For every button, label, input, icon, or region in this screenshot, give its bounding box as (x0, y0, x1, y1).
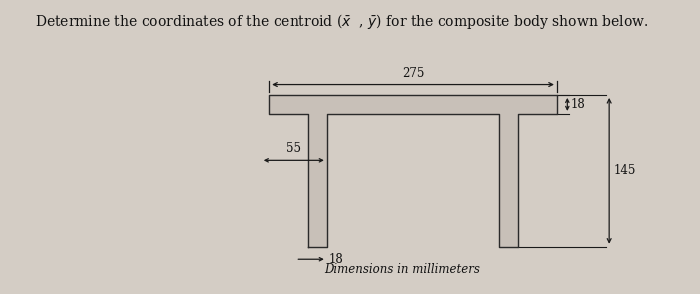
Text: Determine the coordinates of the centroid ($\bar{x}$  , $\bar{y}$) for the compo: Determine the coordinates of the centroi… (35, 12, 648, 31)
Text: 145: 145 (613, 164, 636, 177)
Polygon shape (270, 95, 557, 247)
Text: 18: 18 (329, 253, 344, 266)
Text: 55: 55 (286, 142, 301, 155)
Text: 18: 18 (570, 98, 585, 111)
Text: 275: 275 (402, 67, 424, 80)
Text: Dimensions in millimeters: Dimensions in millimeters (325, 263, 480, 276)
